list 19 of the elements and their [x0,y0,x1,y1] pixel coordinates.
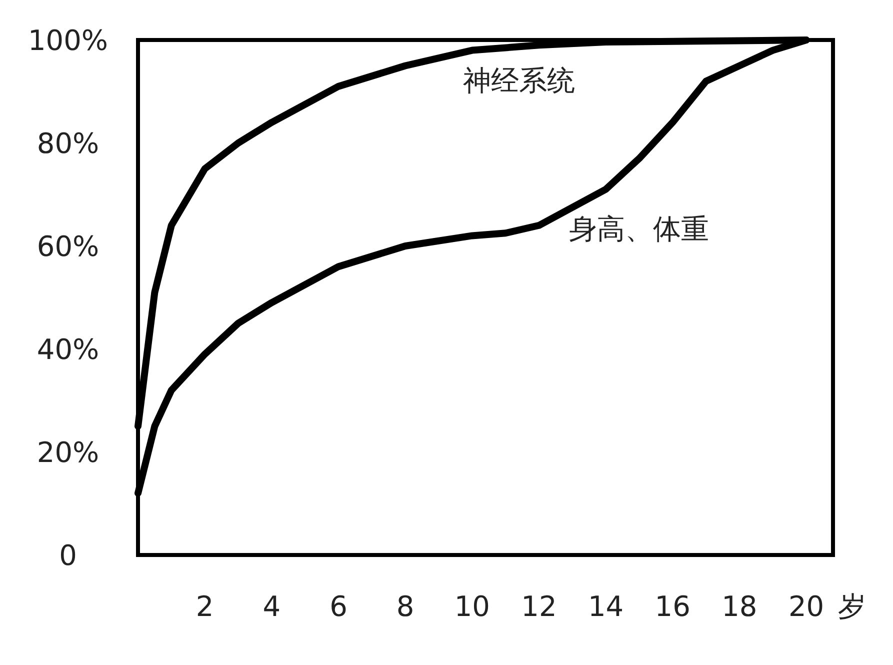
series-label: 神经系统 [462,64,575,98]
x-tick-label: 20 [788,590,824,623]
y-tick-label: 20% [36,436,100,469]
x-tick-label: 12 [521,590,557,623]
series-label: 身高、体重 [569,212,710,246]
x-tick-label: 6 [330,590,348,623]
y-tick-label: 40% [36,333,100,366]
y-tick-label: 60% [36,230,100,263]
y-tick-label: 100% [28,24,108,57]
y-tick-label: 80% [36,127,100,160]
x-tick-label: 10 [454,590,490,623]
x-tick-label: 2 [196,590,214,623]
y-tick-label: 0 [59,539,77,572]
x-tick-label: 8 [396,590,414,623]
x-tick-label: 16 [654,590,690,623]
x-axis-title: 岁 [838,590,866,623]
x-tick-label: 18 [722,590,758,623]
x-tick-label: 14 [588,590,624,623]
x-tick-label: 4 [262,590,281,623]
